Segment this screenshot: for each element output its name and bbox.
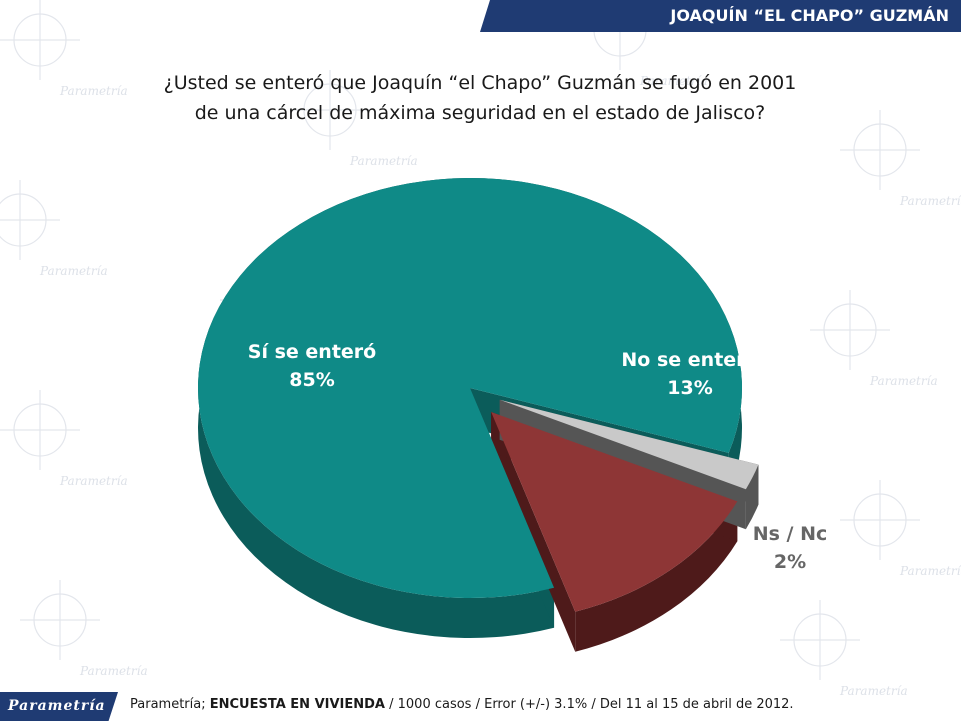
slice-label: No se enteró xyxy=(621,349,758,371)
question-line-1: ¿Usted se enteró que Joaquín “el Chapo” … xyxy=(163,72,797,94)
footer-source-rest: / 1000 casos / Error (+/-) 3.1% / Del 11… xyxy=(384,697,794,712)
slice-value-label: 13% xyxy=(667,377,712,399)
pie-slice-side xyxy=(575,501,738,652)
watermark-text: Parametría xyxy=(839,684,908,698)
pie-slice-2 xyxy=(499,399,759,490)
pie-slice-cut-face xyxy=(499,399,759,505)
slice-label: Ns / Nc xyxy=(753,523,828,545)
pie-slice-cut-face xyxy=(491,412,576,652)
footer-source: Parametría; ENCUESTA EN VIVIENDA / 1000 … xyxy=(130,697,794,712)
question-line-2: de una cárcel de máxima seguridad en el … xyxy=(194,102,766,124)
slice-label: Sí se enteró xyxy=(248,341,376,363)
watermark-text: Parametría xyxy=(899,194,961,208)
slice-value-label: 2% xyxy=(774,551,806,573)
footer-source-prefix: Parametría; xyxy=(130,697,210,712)
header-bar: JOAQUÍN “EL CHAPO” GUZMÁN xyxy=(480,0,961,32)
watermark-text: Parametría xyxy=(79,664,148,678)
footer-logo: Parametría xyxy=(0,692,118,721)
watermark-text: Parametría xyxy=(349,154,418,168)
watermark-text: Parametría xyxy=(899,564,961,578)
slice-value-label: 85% xyxy=(289,369,334,391)
header-title: JOAQUÍN “EL CHAPO” GUZMÁN xyxy=(670,6,949,25)
pie-slice-1 xyxy=(491,412,738,612)
watermark-text: Parametría xyxy=(39,264,108,278)
footer-logo-text: Parametría xyxy=(8,698,106,714)
watermark-text: Parametría xyxy=(59,474,128,488)
survey-question: ¿Usted se enteró que Joaquín “el Chapo” … xyxy=(100,68,860,128)
watermark-text: Parametría xyxy=(639,74,708,88)
watermark-text: Parametría xyxy=(59,84,128,98)
pie-slice-0 xyxy=(198,178,742,598)
footer-source-bold: ENCUESTA EN VIVIENDA xyxy=(209,697,385,712)
watermark-text: Parametría xyxy=(869,374,938,388)
